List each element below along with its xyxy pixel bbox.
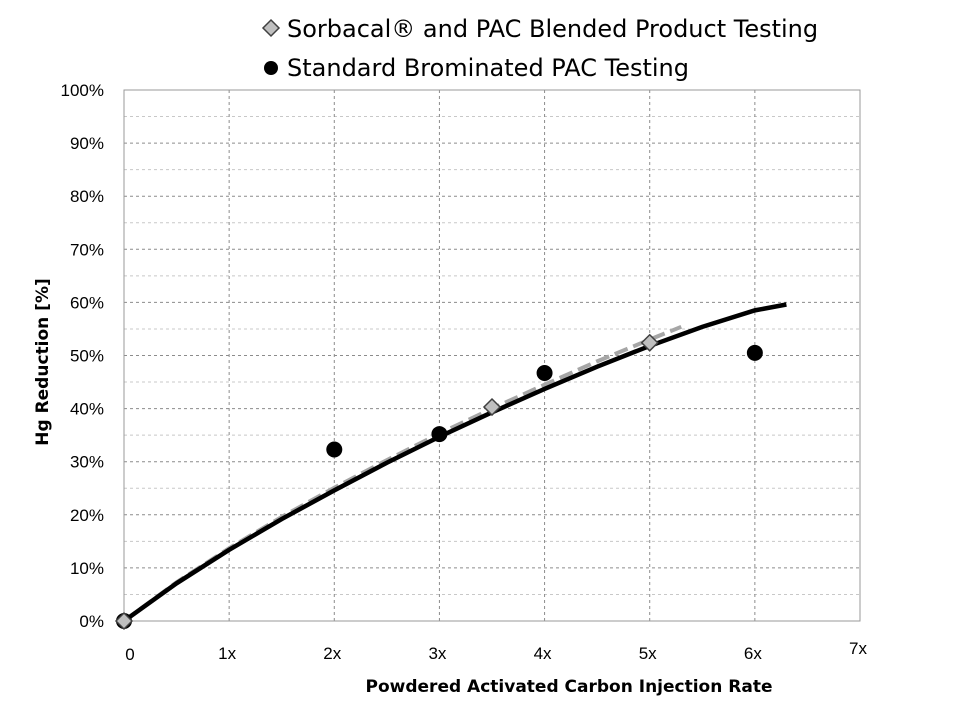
- x-tick-labels: 0 1x 2x 3x 4x 5x 6x 7x: [125, 639, 867, 664]
- legend-marker-sorbacal: [261, 18, 281, 38]
- y-tick-label: 40%: [70, 400, 104, 419]
- sorbacal-point: [114, 611, 134, 631]
- y-tick-label: 70%: [70, 240, 104, 259]
- y-axis-label: Hg Reduction [%]: [33, 278, 53, 446]
- y-tick-label: 20%: [70, 506, 104, 525]
- legend-label-standard: Standard Brominated PAC Testing: [287, 54, 689, 82]
- plot-border: [123, 89, 861, 622]
- y-tick-label: 90%: [70, 134, 104, 153]
- x-tick-label: 7x: [849, 639, 867, 658]
- legend-label-sorbacal: Sorbacal® and PAC Blended Product Testin…: [287, 15, 818, 43]
- y-tick-label: 10%: [70, 559, 104, 578]
- legend-marker-standard: [264, 61, 278, 75]
- legend: Sorbacal® and PAC Blended Product Testin…: [261, 15, 818, 82]
- x-tick-label: 4x: [534, 644, 552, 663]
- trend-line-standard: [122, 302, 787, 623]
- y-tick-labels: 0% 10% 20% 30% 40% 50% 60% 70% 80% 90% 100%: [61, 81, 104, 631]
- standard-point: [536, 365, 553, 382]
- trend-lines: [122, 302, 787, 623]
- y-tick-label: 50%: [70, 347, 104, 366]
- x-tick-label: 1x: [218, 644, 236, 663]
- x-tick-label: 2x: [323, 644, 341, 663]
- y-tick-label: 60%: [70, 293, 104, 312]
- sorbacal-point: [482, 397, 502, 417]
- y-tick-label: 100%: [61, 81, 104, 100]
- y-tick-label: 80%: [70, 187, 104, 206]
- x-tick-label: 0: [125, 645, 134, 664]
- x-tick-label: 6x: [744, 644, 762, 663]
- data-points: [114, 333, 763, 631]
- x-axis-label: Powdered Activated Carbon Injection Rate: [366, 677, 773, 697]
- sorbacal-point: [640, 333, 659, 352]
- x-tick-label: 5x: [639, 644, 657, 663]
- standard-point: [431, 426, 448, 443]
- y-tick-label: 0%: [79, 612, 104, 631]
- standard-point: [326, 441, 343, 458]
- y-tick-label: 30%: [70, 453, 104, 472]
- grid: [124, 90, 860, 621]
- trend-line-sorbacal: [122, 324, 683, 623]
- standard-point: [746, 344, 763, 361]
- x-tick-label: 3x: [428, 644, 446, 663]
